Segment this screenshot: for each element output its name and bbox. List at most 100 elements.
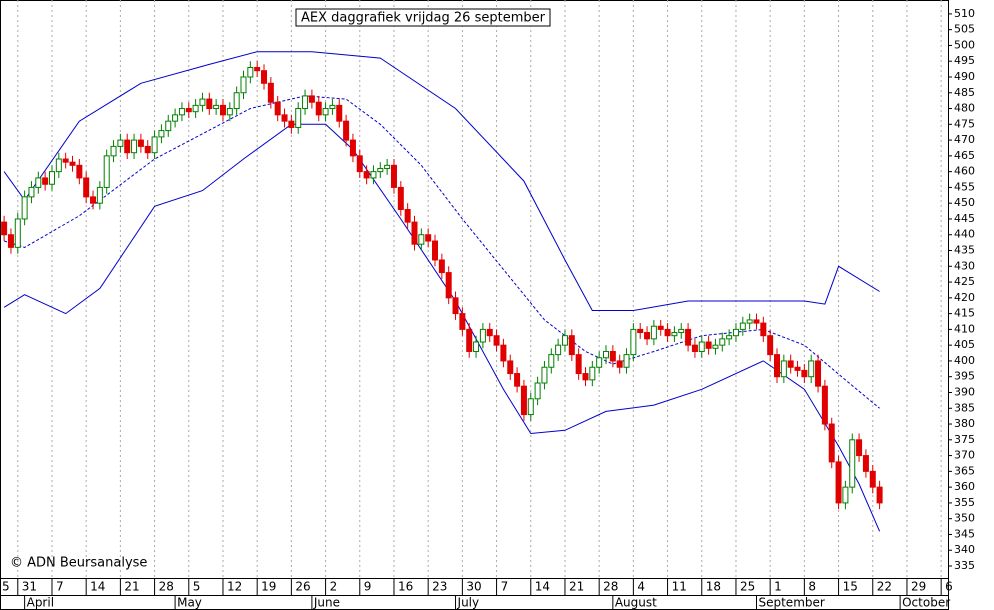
candle-body bbox=[712, 344, 719, 349]
x-tick-label: 16 bbox=[398, 580, 413, 594]
x-tick-label: 11 bbox=[672, 580, 687, 594]
y-tick-label: 465 bbox=[954, 149, 975, 162]
copyright: © ADN Beursanalyse bbox=[10, 556, 147, 571]
candle-body bbox=[568, 335, 575, 356]
candle-body bbox=[739, 322, 746, 330]
candle-body bbox=[281, 114, 288, 122]
candle-body bbox=[302, 95, 309, 110]
candle-body bbox=[206, 98, 213, 110]
month-label: June bbox=[313, 596, 340, 610]
candle-body bbox=[609, 350, 616, 362]
x-tick-label: 23 bbox=[432, 580, 447, 594]
candle-body bbox=[247, 67, 254, 78]
candle-body bbox=[62, 158, 69, 163]
candle-body bbox=[726, 335, 733, 340]
candle-body bbox=[527, 398, 534, 416]
candle-body bbox=[336, 104, 343, 122]
x-tick-label: 31 bbox=[22, 580, 37, 594]
month-label: August bbox=[615, 596, 657, 610]
x-tick-label: 14 bbox=[535, 580, 550, 594]
grid bbox=[17, 0, 942, 578]
candle-body bbox=[555, 344, 562, 356]
x-tick-label: 28 bbox=[603, 580, 618, 594]
candle-body bbox=[42, 177, 49, 185]
candle-body bbox=[644, 332, 651, 340]
candle-body bbox=[753, 319, 760, 324]
candle-body bbox=[685, 328, 692, 346]
candle-body bbox=[575, 354, 582, 375]
candle-body bbox=[165, 120, 172, 132]
chart-frame bbox=[0, 0, 949, 610]
x-tick-label: 21 bbox=[569, 580, 584, 594]
y-tick-label: 430 bbox=[954, 259, 975, 272]
candle-body bbox=[473, 341, 480, 352]
candle-body bbox=[83, 177, 90, 198]
candle-body bbox=[151, 136, 158, 154]
plot bbox=[1, 51, 883, 532]
x-tick-label: 2 bbox=[330, 580, 338, 594]
x-tick-label: 7 bbox=[56, 580, 64, 594]
y-tick-label: 340 bbox=[954, 543, 975, 556]
candle-body bbox=[432, 240, 439, 261]
bollinger-band bbox=[3, 51, 880, 311]
bollinger-band bbox=[3, 95, 880, 409]
candle-body bbox=[213, 104, 220, 110]
candle-body bbox=[705, 341, 712, 349]
candle-body bbox=[876, 486, 883, 504]
y-tick-label: 485 bbox=[954, 86, 975, 99]
candle-body bbox=[199, 98, 206, 106]
candle-body bbox=[548, 354, 555, 368]
candle-body bbox=[35, 177, 42, 188]
candle-body bbox=[192, 104, 199, 113]
candle-body bbox=[69, 161, 76, 166]
candle-body bbox=[698, 341, 705, 352]
candle-body bbox=[452, 297, 459, 315]
candle-body bbox=[589, 366, 596, 381]
candle-body bbox=[55, 158, 62, 173]
candle-body bbox=[233, 92, 240, 110]
x-tick-label: 4 bbox=[637, 580, 645, 594]
candle-body bbox=[315, 101, 322, 116]
candle-body bbox=[493, 335, 500, 346]
candle-body bbox=[295, 108, 302, 128]
y-tick-label: 385 bbox=[954, 401, 975, 414]
candle-body bbox=[774, 354, 781, 378]
candle-body bbox=[76, 164, 83, 179]
candle-body bbox=[377, 167, 384, 173]
y-tick-label: 440 bbox=[954, 228, 975, 241]
candle-body bbox=[288, 120, 295, 128]
candle-body bbox=[664, 328, 671, 337]
candle-body bbox=[616, 360, 623, 368]
y-tick-label: 460 bbox=[954, 165, 975, 178]
candle-body bbox=[124, 139, 131, 154]
candle-body bbox=[96, 186, 103, 204]
candle-body bbox=[856, 439, 863, 457]
candle-body bbox=[308, 95, 315, 103]
candle-body bbox=[842, 486, 849, 504]
y-tick-label: 375 bbox=[954, 433, 975, 446]
y-tick-label: 425 bbox=[954, 275, 975, 288]
candle-body bbox=[219, 104, 226, 116]
candle-body bbox=[21, 196, 28, 220]
candle-body bbox=[7, 234, 14, 248]
candle-body bbox=[582, 373, 589, 381]
candle-body bbox=[390, 164, 397, 188]
x-tick-label: 22 bbox=[877, 580, 892, 594]
y-tick-label: 420 bbox=[954, 291, 975, 304]
candle-body bbox=[787, 360, 794, 368]
y-tick-label: 410 bbox=[954, 322, 975, 335]
x-tick-label: 7 bbox=[501, 580, 509, 594]
candle-body bbox=[370, 171, 377, 179]
candle-body bbox=[144, 145, 151, 154]
candle-body bbox=[226, 108, 233, 116]
x-tick-label: 21 bbox=[124, 580, 139, 594]
y-tick-label: 475 bbox=[954, 117, 975, 130]
candle-body bbox=[815, 360, 822, 387]
x-tick-label: 26 bbox=[295, 580, 310, 594]
candle-body bbox=[637, 328, 644, 334]
x-tick-label: 5 bbox=[2, 580, 10, 594]
title-box bbox=[295, 8, 551, 27]
y-tick-label: 445 bbox=[954, 212, 975, 225]
y-tick-label: 405 bbox=[954, 338, 975, 351]
